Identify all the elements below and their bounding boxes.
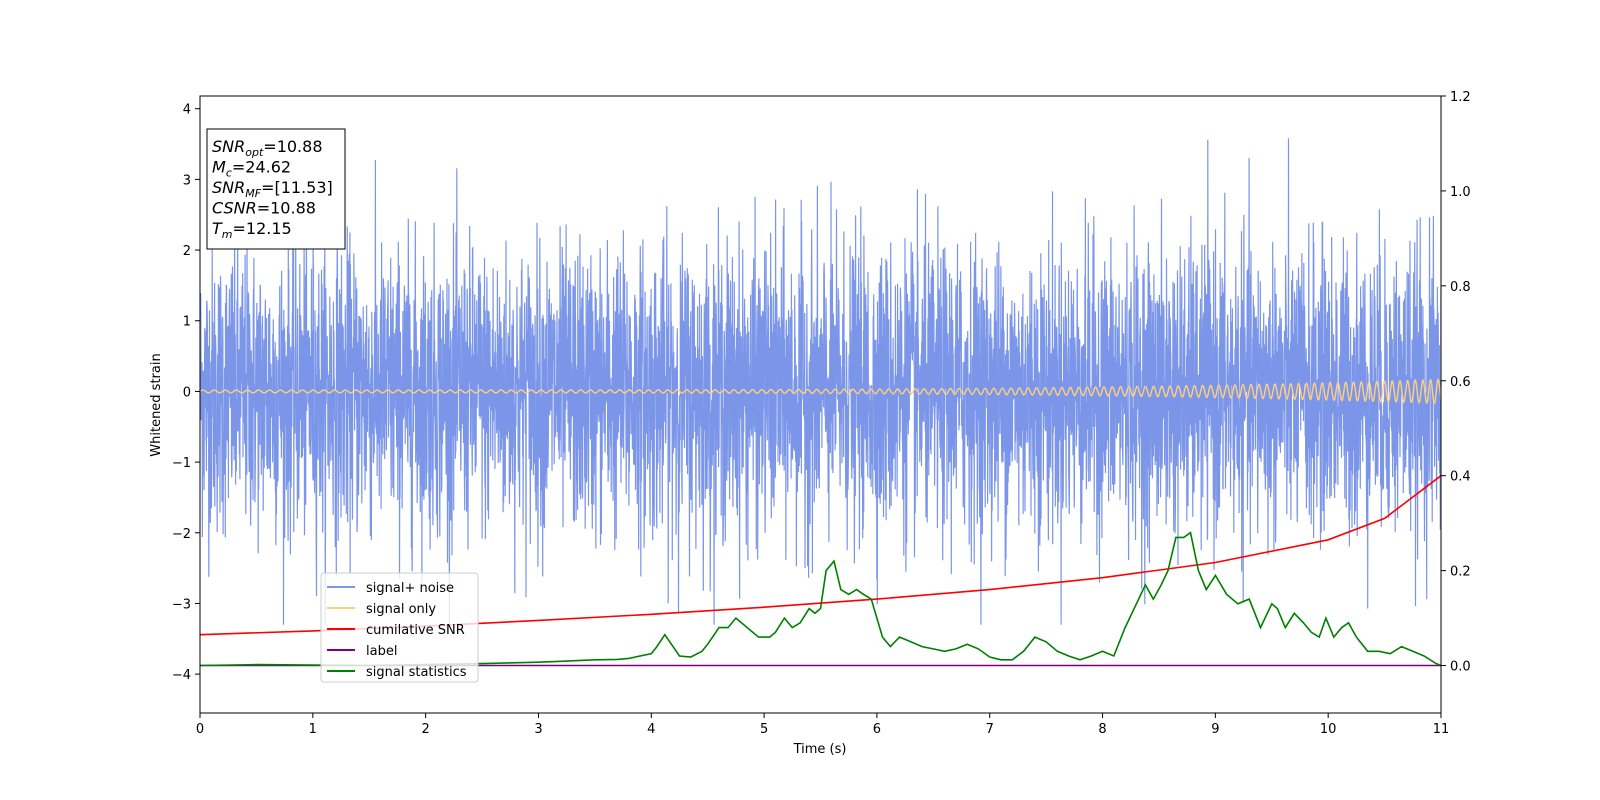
- y-right-tick-label: 0.8: [1450, 280, 1471, 295]
- x-tick-label: 0: [196, 722, 204, 737]
- y-right-tick-label: 0.4: [1450, 470, 1471, 485]
- y-right-tick-label: 0.6: [1450, 375, 1471, 390]
- y-right-tick-label: 0.0: [1450, 660, 1471, 675]
- info-line: SNRMF=[11.53]: [212, 178, 333, 200]
- legend: signal+ noise signal only cumilative SNR la…: [320, 572, 479, 683]
- info-line: SNRopt=10.88: [212, 137, 323, 159]
- plot-frame: [199, 95, 1442, 714]
- x-tick-label: 8: [1098, 722, 1106, 737]
- series-signal-statistics: [200, 531, 1441, 667]
- x-tick-label: 3: [534, 722, 542, 737]
- x-axis-title: Time (s): [793, 742, 847, 757]
- y-left-tick-label: −1: [172, 456, 191, 471]
- x-tick-label: 2: [421, 722, 429, 737]
- y-left-tick-label: 1: [183, 315, 191, 330]
- x-tick-label: 1: [309, 722, 317, 737]
- info-line: Tm=12.15: [212, 219, 292, 241]
- y-right-tick-label: 0.2: [1450, 565, 1471, 580]
- info-line: Mc=24.62: [212, 158, 291, 180]
- y-axis-title: Whitened strain: [149, 353, 164, 456]
- series-signal-noise: [200, 138, 1441, 625]
- x-tick-label: 5: [760, 722, 768, 737]
- y-right-tick-label: 1.2: [1450, 90, 1471, 105]
- y-left-tick-label: −2: [172, 527, 191, 542]
- y-axis-left: −4 −3 −2 −1 0 1 2 3 4: [172, 103, 200, 683]
- y-right-tick-label: 1.0: [1450, 185, 1471, 200]
- y-left-tick-label: 2: [183, 244, 191, 259]
- x-tick-label: 9: [1211, 722, 1219, 737]
- x-tick-label: 6: [873, 722, 881, 737]
- x-tick-label: 4: [647, 722, 655, 737]
- x-tick-label: 11: [1433, 722, 1450, 737]
- legend-label: signal only: [366, 602, 436, 617]
- legend-label: label: [366, 644, 397, 659]
- x-tick-label: 7: [986, 722, 994, 737]
- y-axis-right: 0.0 0.2 0.4 0.6 0.8 1.0 1.2: [1441, 90, 1471, 675]
- legend-label: signal statistics: [366, 665, 467, 680]
- y-left-tick-label: 0: [183, 385, 191, 400]
- x-axis: 0 1 2 3 4 5 6 7 8 9 10 11: [196, 713, 1449, 737]
- x-tick-label: 10: [1320, 722, 1337, 737]
- y-left-tick-label: 3: [183, 173, 191, 188]
- y-left-tick-label: −4: [172, 668, 191, 683]
- legend-frame: [320, 572, 479, 683]
- info-line: CSNR=10.88: [212, 199, 316, 218]
- legend-label: signal+ noise: [366, 581, 454, 596]
- y-left-tick-label: 4: [183, 103, 191, 118]
- info-box-frame: [206, 128, 346, 250]
- y-left-tick-label: −3: [172, 597, 191, 612]
- info-box: SNRopt=10.88Mc=24.62SNRMF=[11.53]CSNR=10…: [206, 128, 346, 250]
- series-signal-only: [200, 378, 1441, 405]
- legend-label: cumilative SNR: [366, 623, 465, 638]
